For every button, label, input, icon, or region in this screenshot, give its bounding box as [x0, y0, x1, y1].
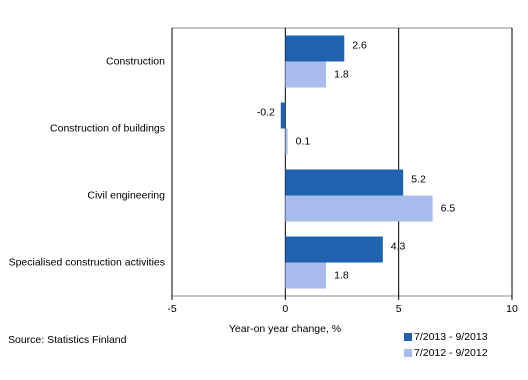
- value-label: 1.8: [334, 68, 349, 80]
- x-tick-label: 0: [282, 303, 288, 315]
- legend-label: 7/2012 - 9/2012: [414, 347, 488, 359]
- value-label: 6.5: [441, 202, 456, 214]
- category-label: Specialised construction activities: [9, 256, 165, 268]
- x-tick-label: -5: [167, 303, 176, 315]
- bar: [285, 35, 345, 62]
- category-label: Construction of buildings: [50, 122, 165, 134]
- bar: [280, 102, 286, 129]
- bar: [285, 169, 404, 196]
- legend-label: 7/2013 - 9/2013: [414, 331, 488, 343]
- x-tick-label: 10: [506, 303, 518, 315]
- value-label: 5.2: [411, 173, 426, 185]
- legend-swatch: [404, 349, 412, 357]
- legend-swatch: [404, 333, 412, 341]
- category-label: Civil engineering: [87, 189, 165, 201]
- bar: [285, 262, 327, 289]
- bar: [285, 195, 433, 222]
- value-label: 4.3: [391, 240, 406, 252]
- bar: [285, 61, 327, 88]
- value-label: 0.1: [296, 135, 311, 147]
- source: Source: Statistics Finland: [8, 334, 127, 346]
- value-label: 1.8: [334, 269, 349, 281]
- x-tick-label: 5: [396, 303, 402, 315]
- bar: [285, 236, 383, 263]
- bar: [285, 128, 288, 155]
- value-label: -0.2: [257, 106, 275, 118]
- x-axis-label: Year-on year change, %: [229, 323, 341, 335]
- value-label: 2.6: [352, 39, 367, 51]
- category-label: Construction: [106, 55, 165, 67]
